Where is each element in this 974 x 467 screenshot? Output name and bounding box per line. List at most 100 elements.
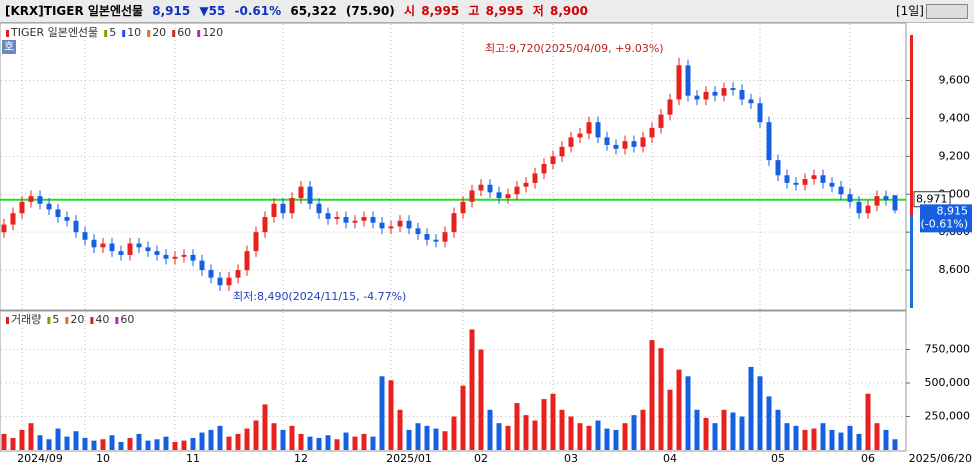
volume-panel	[0, 310, 907, 452]
volume-bar	[37, 435, 43, 450]
candle-body	[289, 198, 295, 214]
volume-bar	[721, 409, 727, 450]
x-tick-label: 11	[186, 452, 200, 465]
volume-bar	[226, 436, 232, 450]
x-tick-label: 2025/06/20	[909, 452, 972, 465]
candle-body	[523, 182, 529, 187]
volume-bar	[289, 425, 295, 450]
volume-bar	[208, 429, 214, 450]
volume-bar	[325, 435, 331, 450]
side-button[interactable]	[2, 40, 16, 54]
candle-body	[685, 65, 691, 96]
volume-bar	[271, 423, 277, 450]
period[interactable]: [1일]	[895, 4, 924, 18]
candle-body	[253, 232, 259, 252]
candle-body	[190, 254, 196, 261]
volume-bar	[541, 399, 547, 450]
candle-body	[883, 196, 889, 200]
candle-body	[703, 91, 709, 100]
legend-label: 120	[202, 26, 223, 39]
candle-body	[550, 156, 556, 164]
candle-body	[820, 175, 826, 183]
volume-bar	[586, 425, 592, 450]
low-annotation: 최저:8,490(2024/11/15, -4.77%)	[233, 290, 406, 303]
candle-body	[388, 226, 394, 229]
x-tick-label: 03	[564, 452, 578, 465]
volume-bar	[280, 429, 286, 450]
volume-bar	[649, 340, 655, 450]
volume-bar	[442, 431, 448, 450]
volume-bar	[145, 440, 151, 450]
candle-body	[442, 232, 448, 242]
volume-bar	[397, 409, 403, 450]
candle-body	[892, 195, 898, 211]
candle-body	[1, 224, 7, 233]
indicator-bar	[910, 35, 913, 215]
candle-body	[802, 179, 808, 185]
candle-body	[100, 243, 106, 248]
legend-label: 40	[95, 313, 109, 326]
candle-body	[181, 254, 187, 257]
volume-bar	[100, 439, 106, 450]
candle-body	[514, 186, 520, 195]
price-panel	[0, 22, 907, 311]
volume-bar	[640, 409, 646, 450]
volume-bar	[559, 409, 565, 450]
candle-body	[10, 213, 16, 225]
volume-bar	[10, 437, 16, 450]
volume-bar	[91, 440, 97, 450]
volume-bar	[865, 393, 871, 450]
candle-body	[136, 243, 142, 248]
candle-body	[208, 270, 214, 278]
candle-body	[217, 277, 223, 286]
legend-swatch	[65, 317, 69, 324]
volume-bar	[874, 423, 880, 450]
candle-body	[856, 201, 862, 214]
volume-bar	[577, 423, 583, 450]
volume-bar	[424, 425, 430, 450]
legend-swatch	[104, 30, 108, 37]
candle-body	[370, 217, 376, 223]
side-button-label: 호	[4, 40, 14, 53]
candle-body	[172, 256, 178, 259]
y-tick-label: 9,400	[939, 111, 971, 124]
candle-body	[46, 203, 52, 210]
legend-swatch	[90, 317, 94, 324]
candle-body	[505, 194, 511, 199]
volume-bar	[379, 376, 385, 450]
legend-label: 20	[152, 26, 166, 39]
candle-body	[343, 217, 349, 223]
volume-bar	[451, 416, 457, 450]
legend-label: 10	[127, 26, 141, 39]
candle-body	[694, 95, 700, 100]
candle-body	[424, 234, 430, 240]
candle-body	[298, 186, 304, 199]
legend-swatch	[6, 317, 9, 324]
candle-body	[748, 99, 754, 104]
volume-bar	[136, 433, 142, 450]
volume-bar	[757, 376, 763, 450]
candle-body	[649, 127, 655, 138]
volume-bar	[163, 436, 169, 450]
legend-label: 20	[70, 313, 84, 326]
x-tick-label: 05	[771, 452, 785, 465]
candle-body	[118, 251, 124, 255]
volume-bar	[667, 389, 673, 450]
candle-body	[712, 91, 718, 96]
x-tick-label: 02	[474, 452, 488, 465]
volume-bar	[496, 423, 502, 450]
indicator-bar	[910, 215, 913, 308]
volume-bar	[235, 433, 241, 450]
candle-body	[631, 141, 637, 147]
volume-bar	[532, 420, 538, 450]
candle-body	[361, 217, 367, 221]
last-change: (-0.61%)	[921, 217, 969, 230]
candle-body	[595, 122, 601, 138]
volume-bar	[838, 432, 844, 450]
candle-body	[559, 146, 565, 157]
volume-bar	[469, 329, 475, 450]
volume-bar	[46, 439, 52, 450]
volume-bar	[568, 416, 574, 450]
window-buttons[interactable]	[926, 4, 968, 19]
